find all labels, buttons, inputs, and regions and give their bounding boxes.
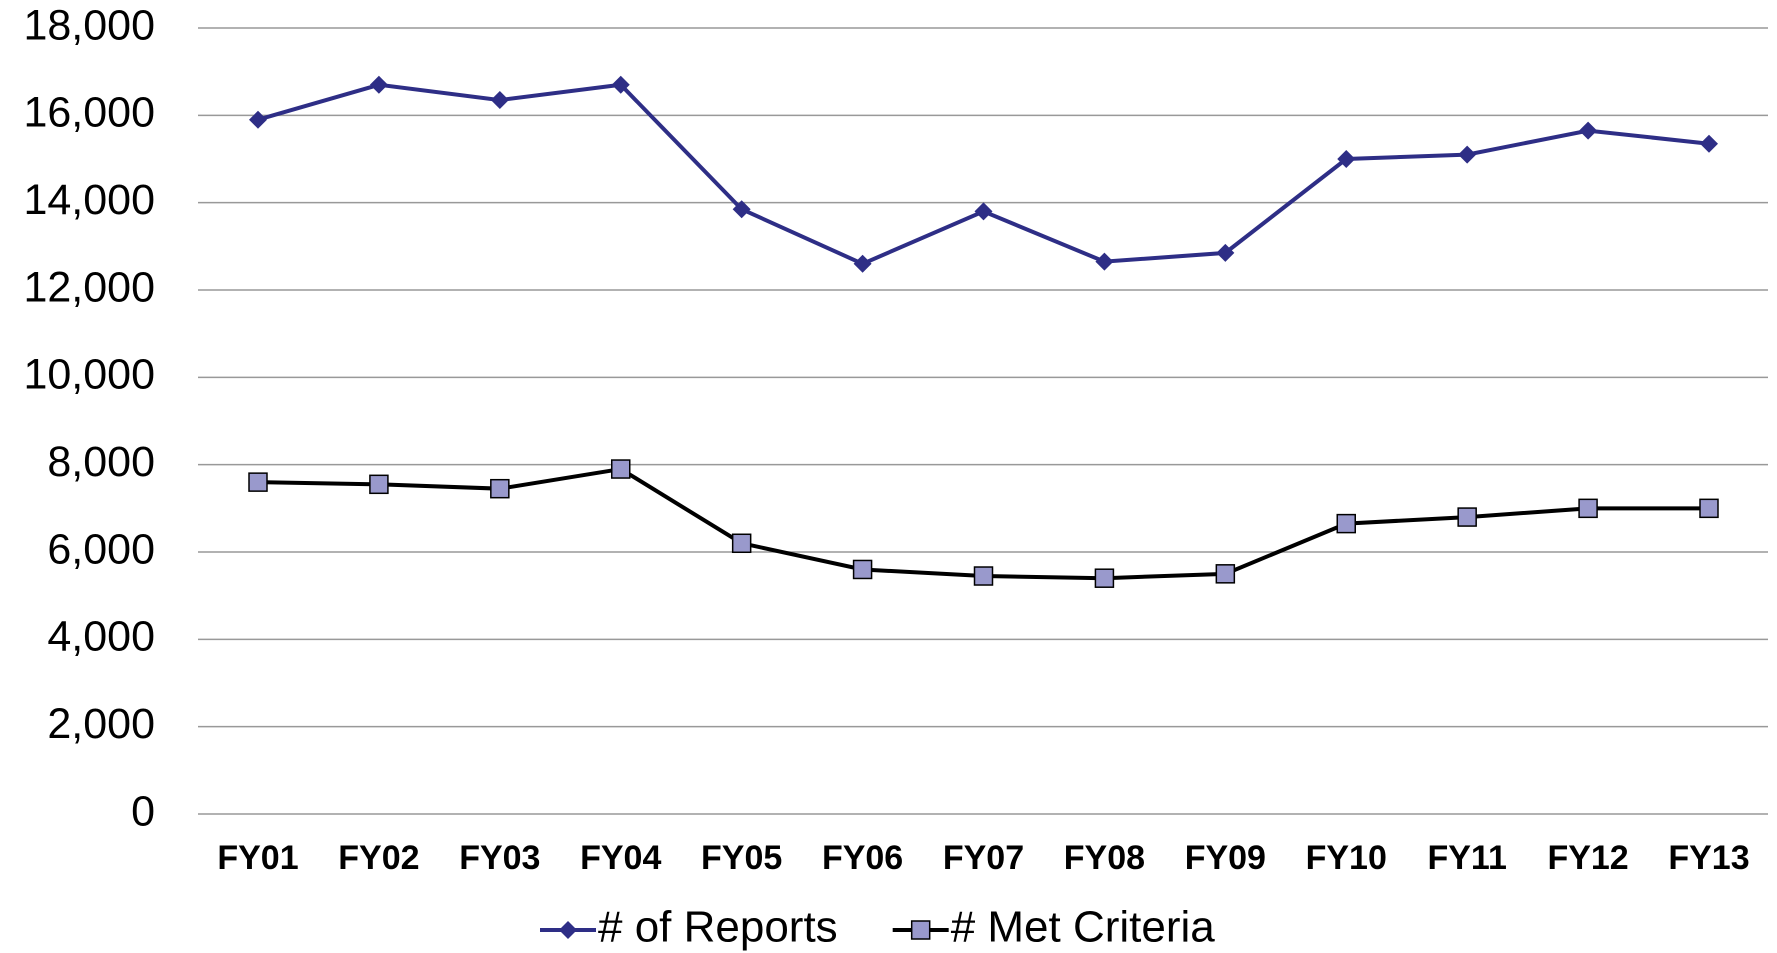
data-point [249, 110, 267, 129]
legend-label: # Met Criteria [951, 903, 1216, 952]
data-point [1337, 150, 1356, 168]
y-tick-label: 8,000 [47, 438, 155, 486]
data-point [369, 474, 389, 495]
series-line [257, 82, 1710, 266]
y-tick-label: 18,000 [23, 1, 155, 49]
x-tick-label: FY12 [1547, 839, 1628, 877]
data-point [1699, 498, 1719, 519]
data-point [369, 75, 388, 94]
data-point [852, 559, 873, 580]
y-tick-label: 0 [131, 787, 155, 835]
data-point [1700, 134, 1718, 153]
x-tick-label: FY01 [217, 839, 298, 877]
x-tick-label: FY13 [1668, 839, 1749, 877]
x-tick-label: FY04 [580, 839, 661, 877]
data-point [1578, 498, 1598, 519]
y-tick-label: 10,000 [23, 351, 155, 399]
x-tick-label: FY02 [338, 839, 419, 877]
legend-label: # of Reports [598, 903, 838, 952]
y-tick-label: 2,000 [47, 700, 155, 748]
x-tick-label: FY11 [1427, 839, 1506, 877]
y-tick-label: 6,000 [47, 525, 155, 573]
data-point [490, 91, 509, 110]
data-point [974, 202, 993, 221]
series-line [257, 466, 1709, 581]
data-point [611, 75, 630, 94]
y-tick-label: 12,000 [23, 263, 155, 311]
data-point [1094, 568, 1115, 588]
data-point [248, 472, 268, 492]
y-tick-label: 14,000 [23, 176, 155, 224]
y-tick-label: 16,000 [23, 89, 155, 137]
x-tick-label: FY10 [1306, 839, 1387, 877]
data-point [611, 459, 631, 479]
data-point [1579, 121, 1598, 140]
x-tick-label: FY06 [822, 839, 903, 877]
y-tick-label: 4,000 [47, 613, 155, 661]
legend-marker [559, 921, 577, 939]
data-point [1215, 564, 1236, 584]
x-tick-label: FY05 [701, 839, 782, 877]
data-point [973, 566, 994, 586]
legend-marker [910, 920, 931, 940]
x-tick-label: FY08 [1064, 839, 1145, 877]
x-tick-label: FY07 [943, 839, 1024, 877]
data-point [1095, 252, 1114, 271]
data-point [490, 478, 510, 499]
data-point [1216, 243, 1235, 262]
x-tick-label: FY09 [1185, 839, 1266, 877]
data-point [1336, 513, 1356, 534]
data-point [731, 533, 752, 554]
data-point [1457, 507, 1477, 527]
data-point [732, 200, 751, 219]
data-point [853, 254, 872, 273]
x-tick-label: FY03 [459, 839, 540, 877]
data-point [1458, 145, 1477, 164]
